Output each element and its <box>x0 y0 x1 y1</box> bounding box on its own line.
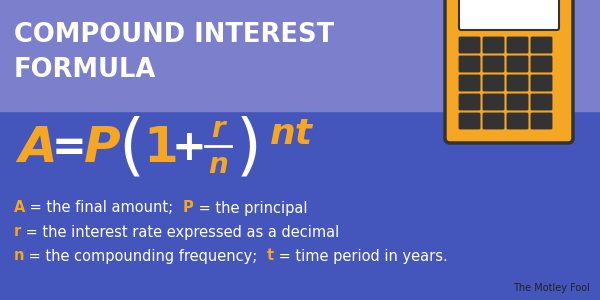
Text: COMPOUND INTEREST: COMPOUND INTEREST <box>14 22 334 48</box>
FancyBboxPatch shape <box>530 74 553 92</box>
FancyBboxPatch shape <box>482 55 505 73</box>
Text: = the compounding frequency;: = the compounding frequency; <box>25 248 267 263</box>
FancyBboxPatch shape <box>506 36 529 54</box>
FancyBboxPatch shape <box>459 0 559 30</box>
FancyBboxPatch shape <box>530 55 553 73</box>
Text: = the principal: = the principal <box>193 200 307 215</box>
Text: = the interest rate expressed as a decimal: = the interest rate expressed as a decim… <box>21 224 340 239</box>
Text: A: A <box>18 124 57 172</box>
Bar <box>0 0 600 111</box>
FancyBboxPatch shape <box>458 74 481 92</box>
Text: =: = <box>52 127 87 169</box>
Text: The Motley Fool: The Motley Fool <box>513 283 590 293</box>
FancyBboxPatch shape <box>506 112 529 130</box>
FancyBboxPatch shape <box>458 36 481 54</box>
FancyBboxPatch shape <box>458 112 481 130</box>
FancyBboxPatch shape <box>445 0 573 143</box>
FancyBboxPatch shape <box>482 93 505 111</box>
Text: FORMULA: FORMULA <box>14 57 156 83</box>
FancyBboxPatch shape <box>482 36 505 54</box>
Text: = the final amount;: = the final amount; <box>25 200 183 215</box>
FancyBboxPatch shape <box>458 55 481 73</box>
FancyBboxPatch shape <box>530 36 553 54</box>
Text: A: A <box>14 200 25 215</box>
FancyBboxPatch shape <box>506 55 529 73</box>
FancyBboxPatch shape <box>506 93 529 111</box>
Text: n: n <box>14 248 25 263</box>
Text: t: t <box>267 248 274 263</box>
FancyBboxPatch shape <box>482 74 505 92</box>
FancyBboxPatch shape <box>530 112 553 130</box>
Text: (: ( <box>118 115 144 181</box>
Text: = time period in years.: = time period in years. <box>274 248 448 263</box>
Text: 1: 1 <box>143 124 178 172</box>
Text: r: r <box>14 224 21 239</box>
FancyBboxPatch shape <box>458 93 481 111</box>
Text: r: r <box>211 115 225 143</box>
Text: ): ) <box>236 115 262 181</box>
FancyBboxPatch shape <box>530 93 553 111</box>
FancyBboxPatch shape <box>506 74 529 92</box>
Text: P: P <box>183 200 193 215</box>
Text: P: P <box>84 124 121 172</box>
Text: n: n <box>208 151 228 179</box>
FancyBboxPatch shape <box>482 112 505 130</box>
Text: nt: nt <box>270 117 313 151</box>
Text: +: + <box>172 127 207 169</box>
